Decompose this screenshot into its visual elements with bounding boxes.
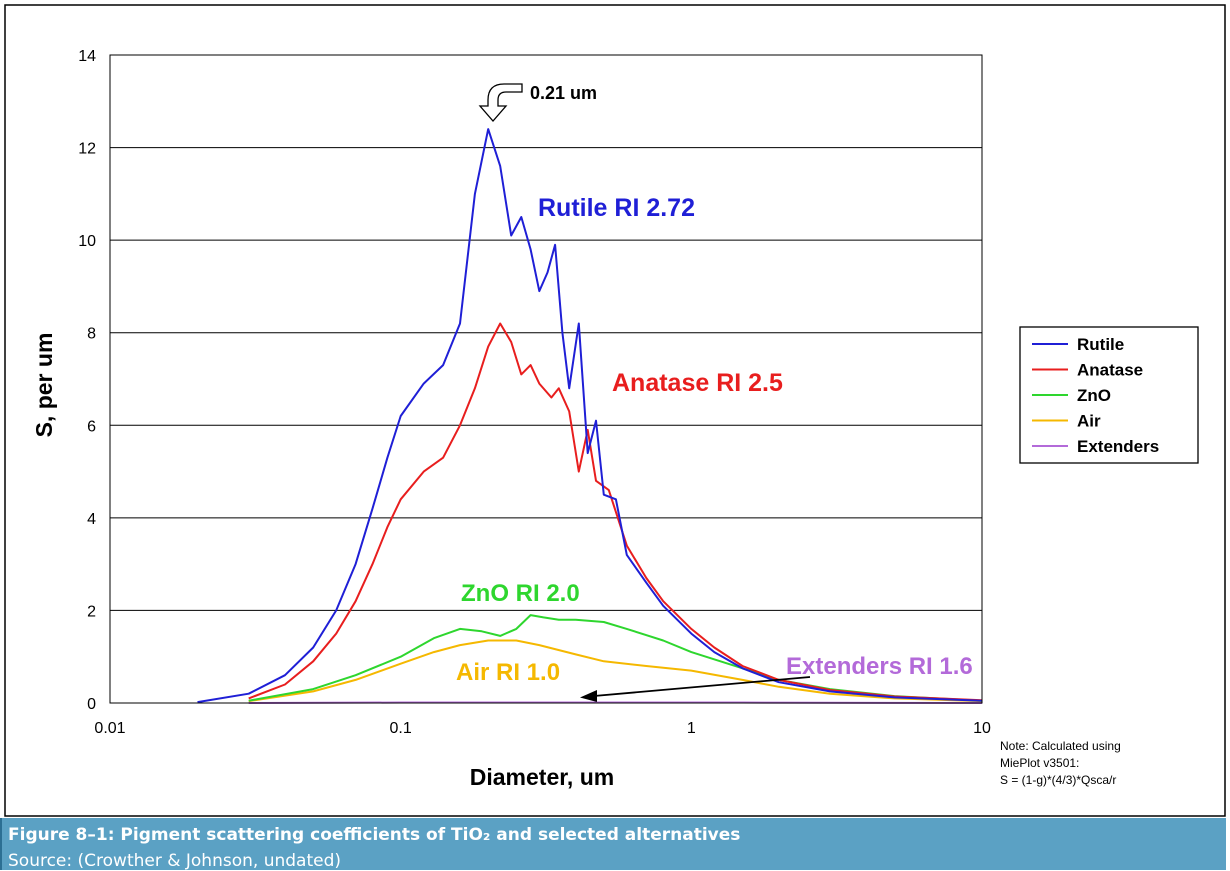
air-annotation: Air RI 1.0 (456, 659, 560, 686)
note-line-2: MiePlot v3501: (1000, 756, 1080, 770)
series-line-anatase (248, 322, 983, 702)
extenders-annotation: Extenders RI 1.6 (786, 653, 973, 680)
rutile-annotation: Rutile RI 2.72 (538, 194, 695, 222)
outer-border (4, 4, 1226, 817)
peak-annotation: 0.21 um (530, 83, 597, 103)
tick-labels: 0 2 4 6 8 10 12 14 0.01 0.1 1 10 (78, 48, 991, 737)
axes (109, 54, 983, 704)
y-tick-label: 6 (87, 418, 96, 435)
y-tick-label: 4 (87, 511, 96, 528)
series-line-rutile (197, 128, 983, 704)
y-tick-label: 8 (87, 326, 96, 343)
caption-title: Figure 8–1: Pigment scattering coefficie… (8, 825, 741, 845)
zno-annotation: ZnO RI 2.0 (461, 580, 580, 607)
x-tick-label: 0.1 (390, 720, 412, 737)
peak-callout-arrow-icon (478, 83, 523, 122)
anatase-annotation: Anatase RI 2.5 (612, 369, 783, 397)
x-tick-label: 10 (973, 720, 991, 737)
series-lines (197, 128, 983, 704)
y-tick-label: 0 (87, 696, 96, 713)
y-axis-label: S, per um (31, 333, 57, 438)
y-tick-label: 2 (87, 603, 96, 620)
legend-label-zno: ZnO (1077, 386, 1111, 405)
series-line-air (248, 639, 983, 703)
y-tick-label: 14 (78, 48, 96, 65)
chart: 0 2 4 6 8 10 12 14 0.01 0.1 1 10 S, per um Diameter… (4, 4, 1226, 817)
x-tick-label: 0.01 (94, 720, 125, 737)
legend-label-extenders: Extenders (1077, 437, 1159, 456)
y-tick-label: 12 (78, 141, 96, 158)
series-line-zno (248, 614, 983, 702)
calculation-note: Note: Calculated using MiePlot v3501: S … (1000, 738, 1121, 789)
x-tick-label: 1 (687, 720, 696, 737)
caption-source: Source: (Crowther & Johnson, undated) (8, 851, 342, 871)
figure-caption: Figure 8–1: Pigment scattering coefficie… (0, 818, 1226, 871)
y-tick-label: 10 (78, 233, 96, 250)
legend-label-air: Air (1077, 412, 1101, 431)
x-axis-label: Diameter, um (470, 764, 614, 790)
legend-label-rutile: Rutile (1077, 335, 1124, 354)
extenders-pointer-line (593, 676, 811, 697)
legend-label-anatase: Anatase (1077, 361, 1143, 380)
note-line-3: S = (1-g)*(4/3)*Qsca/r (1000, 773, 1117, 787)
grid (110, 147, 982, 611)
note-line-1: Note: Calculated using (1000, 739, 1121, 753)
plot-area-border (109, 54, 983, 704)
extenders-pointer-arrowhead-icon (580, 690, 597, 702)
legend: Rutile Anatase ZnO Air Extenders (1019, 326, 1199, 464)
